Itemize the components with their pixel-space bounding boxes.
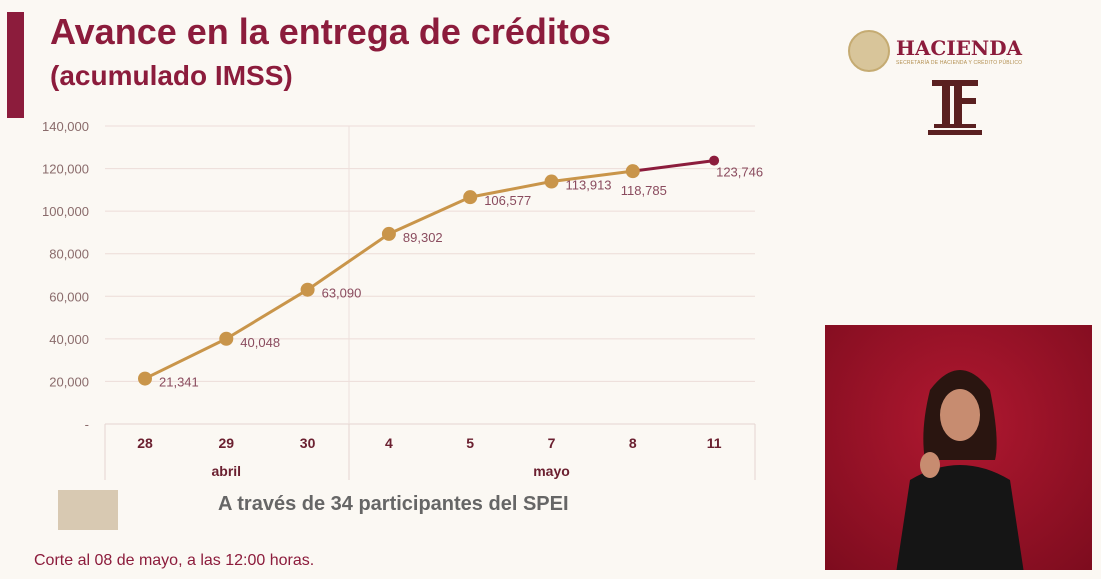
- x-tick-label: 29: [219, 435, 235, 451]
- x-tick-label: 4: [385, 435, 393, 451]
- data-point: [138, 371, 152, 386]
- data-label: 118,785: [621, 183, 667, 198]
- data-label: 123,746: [716, 165, 763, 180]
- data-point: [300, 282, 315, 297]
- data-point: [463, 190, 478, 205]
- data-point: [709, 155, 720, 166]
- x-tick-label: 7: [548, 435, 556, 451]
- interpreter-figure: [896, 370, 1024, 570]
- data-point: [381, 226, 396, 241]
- data-point: [625, 164, 640, 179]
- x-tick-label: 5: [466, 435, 474, 451]
- data-label: 106,577: [484, 193, 531, 208]
- x-group-label: mayo: [533, 463, 570, 479]
- y-tick-label: 120,000: [42, 162, 89, 177]
- series-segment: [225, 288, 309, 341]
- page-subtitle: (acumulado IMSS): [50, 60, 293, 91]
- x-group-label: abril: [212, 463, 242, 479]
- data-label: 21,341: [159, 375, 199, 390]
- seal-icon: [848, 30, 890, 72]
- logo-tagline: SECRETARÍA DE HACIENDA Y CRÉDITO PÚBLICO: [896, 59, 1023, 66]
- series-segment: [388, 195, 471, 236]
- y-tick-label: 100,000: [42, 204, 89, 219]
- data-label: 89,302: [403, 230, 443, 245]
- event-logo: [58, 490, 118, 530]
- series-segment: [469, 180, 552, 199]
- page-title: Avance en la entrega de créditos: [50, 11, 611, 52]
- series-segment: [632, 159, 715, 173]
- logo-name: HACIENDA: [896, 35, 1023, 60]
- x-tick-label: 8: [629, 435, 637, 451]
- x-tick-label: 30: [300, 435, 316, 451]
- chart-caption: A través de 34 participantes del SPEI: [218, 493, 569, 515]
- sign-language-interpreter-video: [825, 325, 1092, 570]
- y-tick-label: 140,000: [42, 119, 89, 134]
- x-tick-label: 11: [707, 435, 722, 451]
- y-tick-label: 60,000: [49, 289, 89, 304]
- series-segment: [306, 232, 390, 291]
- cutoff-note: Corte al 08 de mayo, a las 12:00 horas.: [34, 552, 315, 569]
- y-tick-label: 40,000: [49, 332, 89, 347]
- data-label: 40,048: [240, 335, 280, 350]
- data-label: 113,913: [566, 178, 612, 193]
- data-point: [544, 174, 559, 189]
- data-label: 63,090: [322, 286, 362, 301]
- x-tick-label: 28: [137, 435, 153, 451]
- y-tick-label: 20,000: [49, 374, 89, 389]
- data-point: [219, 331, 234, 346]
- hacienda-logo: HACIENDA SECRETARÍA DE HACIENDA Y CRÉDIT…: [848, 30, 1022, 72]
- series-segment: [551, 169, 633, 184]
- tf-logo-icon: [928, 80, 982, 135]
- y-tick-label: 80,000: [49, 247, 89, 262]
- series-segment: [144, 337, 227, 380]
- title-accent-bar: [7, 12, 24, 118]
- y-tick-label: -: [85, 417, 89, 432]
